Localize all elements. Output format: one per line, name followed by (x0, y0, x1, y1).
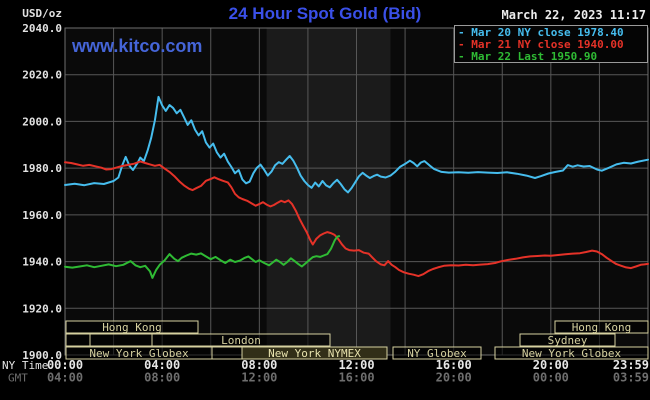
gmt-tick-label: 03:59 (613, 371, 649, 385)
session-box (519, 333, 616, 347)
y-axis-tick-label: 1900.0 (22, 349, 62, 362)
gmt-tick-label: 04:00 (47, 371, 83, 385)
legend-item-mar22: - Mar 22 Last 1950.90 (458, 50, 598, 63)
session-box (89, 333, 153, 347)
kitco-watermark-link[interactable]: www.kitco.com (72, 36, 203, 56)
ny-time-tick-label: 20:00 (533, 358, 569, 372)
session-box (241, 346, 388, 360)
gmt-tick-label: 12:00 (241, 371, 277, 385)
chart-datetime: March 22, 2023 11:17 (501, 8, 647, 22)
ny-time-axis-label: NY Time (2, 359, 48, 372)
y-axis-tick-label: 1960.0 (22, 209, 62, 222)
series-line-1 (64, 160, 649, 278)
session-box (494, 346, 649, 360)
y-axis-units-label: USD/oz (22, 7, 62, 20)
session-label: NY Globex (407, 347, 467, 360)
session-box (211, 346, 243, 360)
session-box (554, 320, 649, 334)
session-label: New York NYMEX (268, 347, 361, 360)
series-line-0 (64, 95, 649, 194)
session-label: Hong Kong (102, 321, 162, 334)
gmt-tick-label: 00:00 (533, 371, 569, 385)
gmt-tick-label: 16:00 (338, 371, 374, 385)
page-title: 24 Hour Spot Gold (Bid) (228, 4, 422, 23)
session-label: London (221, 334, 261, 347)
session-box (65, 320, 199, 334)
session-label: Hong Kong (572, 321, 632, 334)
legend: - Mar 20 NY close 1978.40 - Mar 21 NY cl… (454, 25, 648, 63)
y-axis-tick-label: 1980.0 (22, 162, 62, 175)
y-axis-tick-label: 2000.0 (22, 115, 62, 128)
ny-time-tick-label: 16:00 (436, 358, 472, 372)
legend-item-mar21: - Mar 21 NY close 1940.00 (458, 38, 624, 51)
y-axis-tick-label: 1940.0 (22, 256, 62, 269)
session-box (151, 333, 331, 347)
y-axis-tick-label: 1920.0 (22, 302, 62, 315)
session-highlight-band (266, 28, 391, 355)
session-label: Sydney (548, 334, 588, 347)
gmt-tick-label: 08:00 (144, 371, 180, 385)
ny-time-tick-label: 12:00 (338, 358, 374, 372)
gmt-tick-label: 20:00 (436, 371, 472, 385)
ny-time-tick-label: 00:00 (47, 358, 83, 372)
session-label: New York Globex (89, 347, 189, 360)
ny-time-tick-label: 23:59 (613, 358, 649, 372)
ny-time-tick-label: 04:00 (144, 358, 180, 372)
session-box (65, 333, 91, 347)
gmt-axis-label: GMT (8, 372, 28, 385)
legend-item-mar20: - Mar 20 NY close 1978.40 (458, 26, 624, 39)
session-box (392, 346, 482, 360)
ny-time-tick-label: 08:00 (241, 358, 277, 372)
series-line-2 (64, 235, 341, 279)
y-axis-tick-label: 2020.0 (22, 69, 62, 82)
session-label: New York Globex (522, 347, 622, 360)
y-axis-tick-label: 2040.0 (22, 22, 62, 35)
